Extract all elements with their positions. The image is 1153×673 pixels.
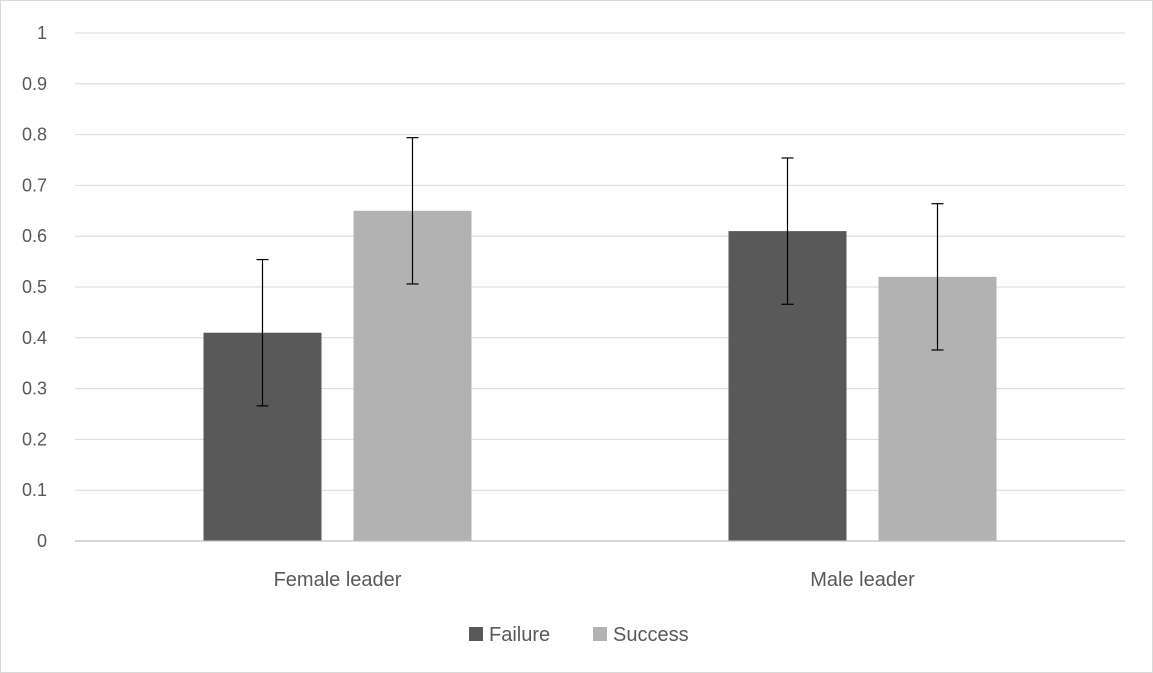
bars (203, 210, 997, 542)
y-tick-label: 0.6 (22, 226, 47, 246)
y-tick-label: 0.4 (22, 328, 47, 348)
y-tick-label: 0.3 (22, 379, 47, 399)
error-bars (256, 137, 944, 407)
legend-label-success: Success (613, 624, 689, 646)
y-tick-label: 0.8 (22, 125, 47, 145)
legend-swatch-success (593, 627, 607, 641)
legend-label-failure: Failure (489, 624, 550, 646)
x-category-label: Male leader (810, 569, 915, 591)
y-axis-tick-labels: 0 0.1 0.2 0.3 0.4 0.5 0.6 0.7 0.8 0.9 1 (22, 23, 47, 551)
y-tick-label: 1 (37, 23, 47, 43)
y-tick-label: 0.5 (22, 277, 47, 297)
x-axis: Female leader Male leader (75, 540, 1125, 591)
y-tick-label: 0.2 (22, 429, 47, 449)
y-tick-label: 0 (37, 531, 47, 551)
x-category-label: Female leader (274, 569, 402, 591)
y-tick-label: 0.7 (22, 175, 47, 195)
y-tick-label: 0.1 (22, 480, 47, 500)
legend-swatch-failure (469, 627, 483, 641)
legend: Failure Success (469, 624, 689, 646)
y-tick-label: 0.9 (22, 74, 47, 94)
